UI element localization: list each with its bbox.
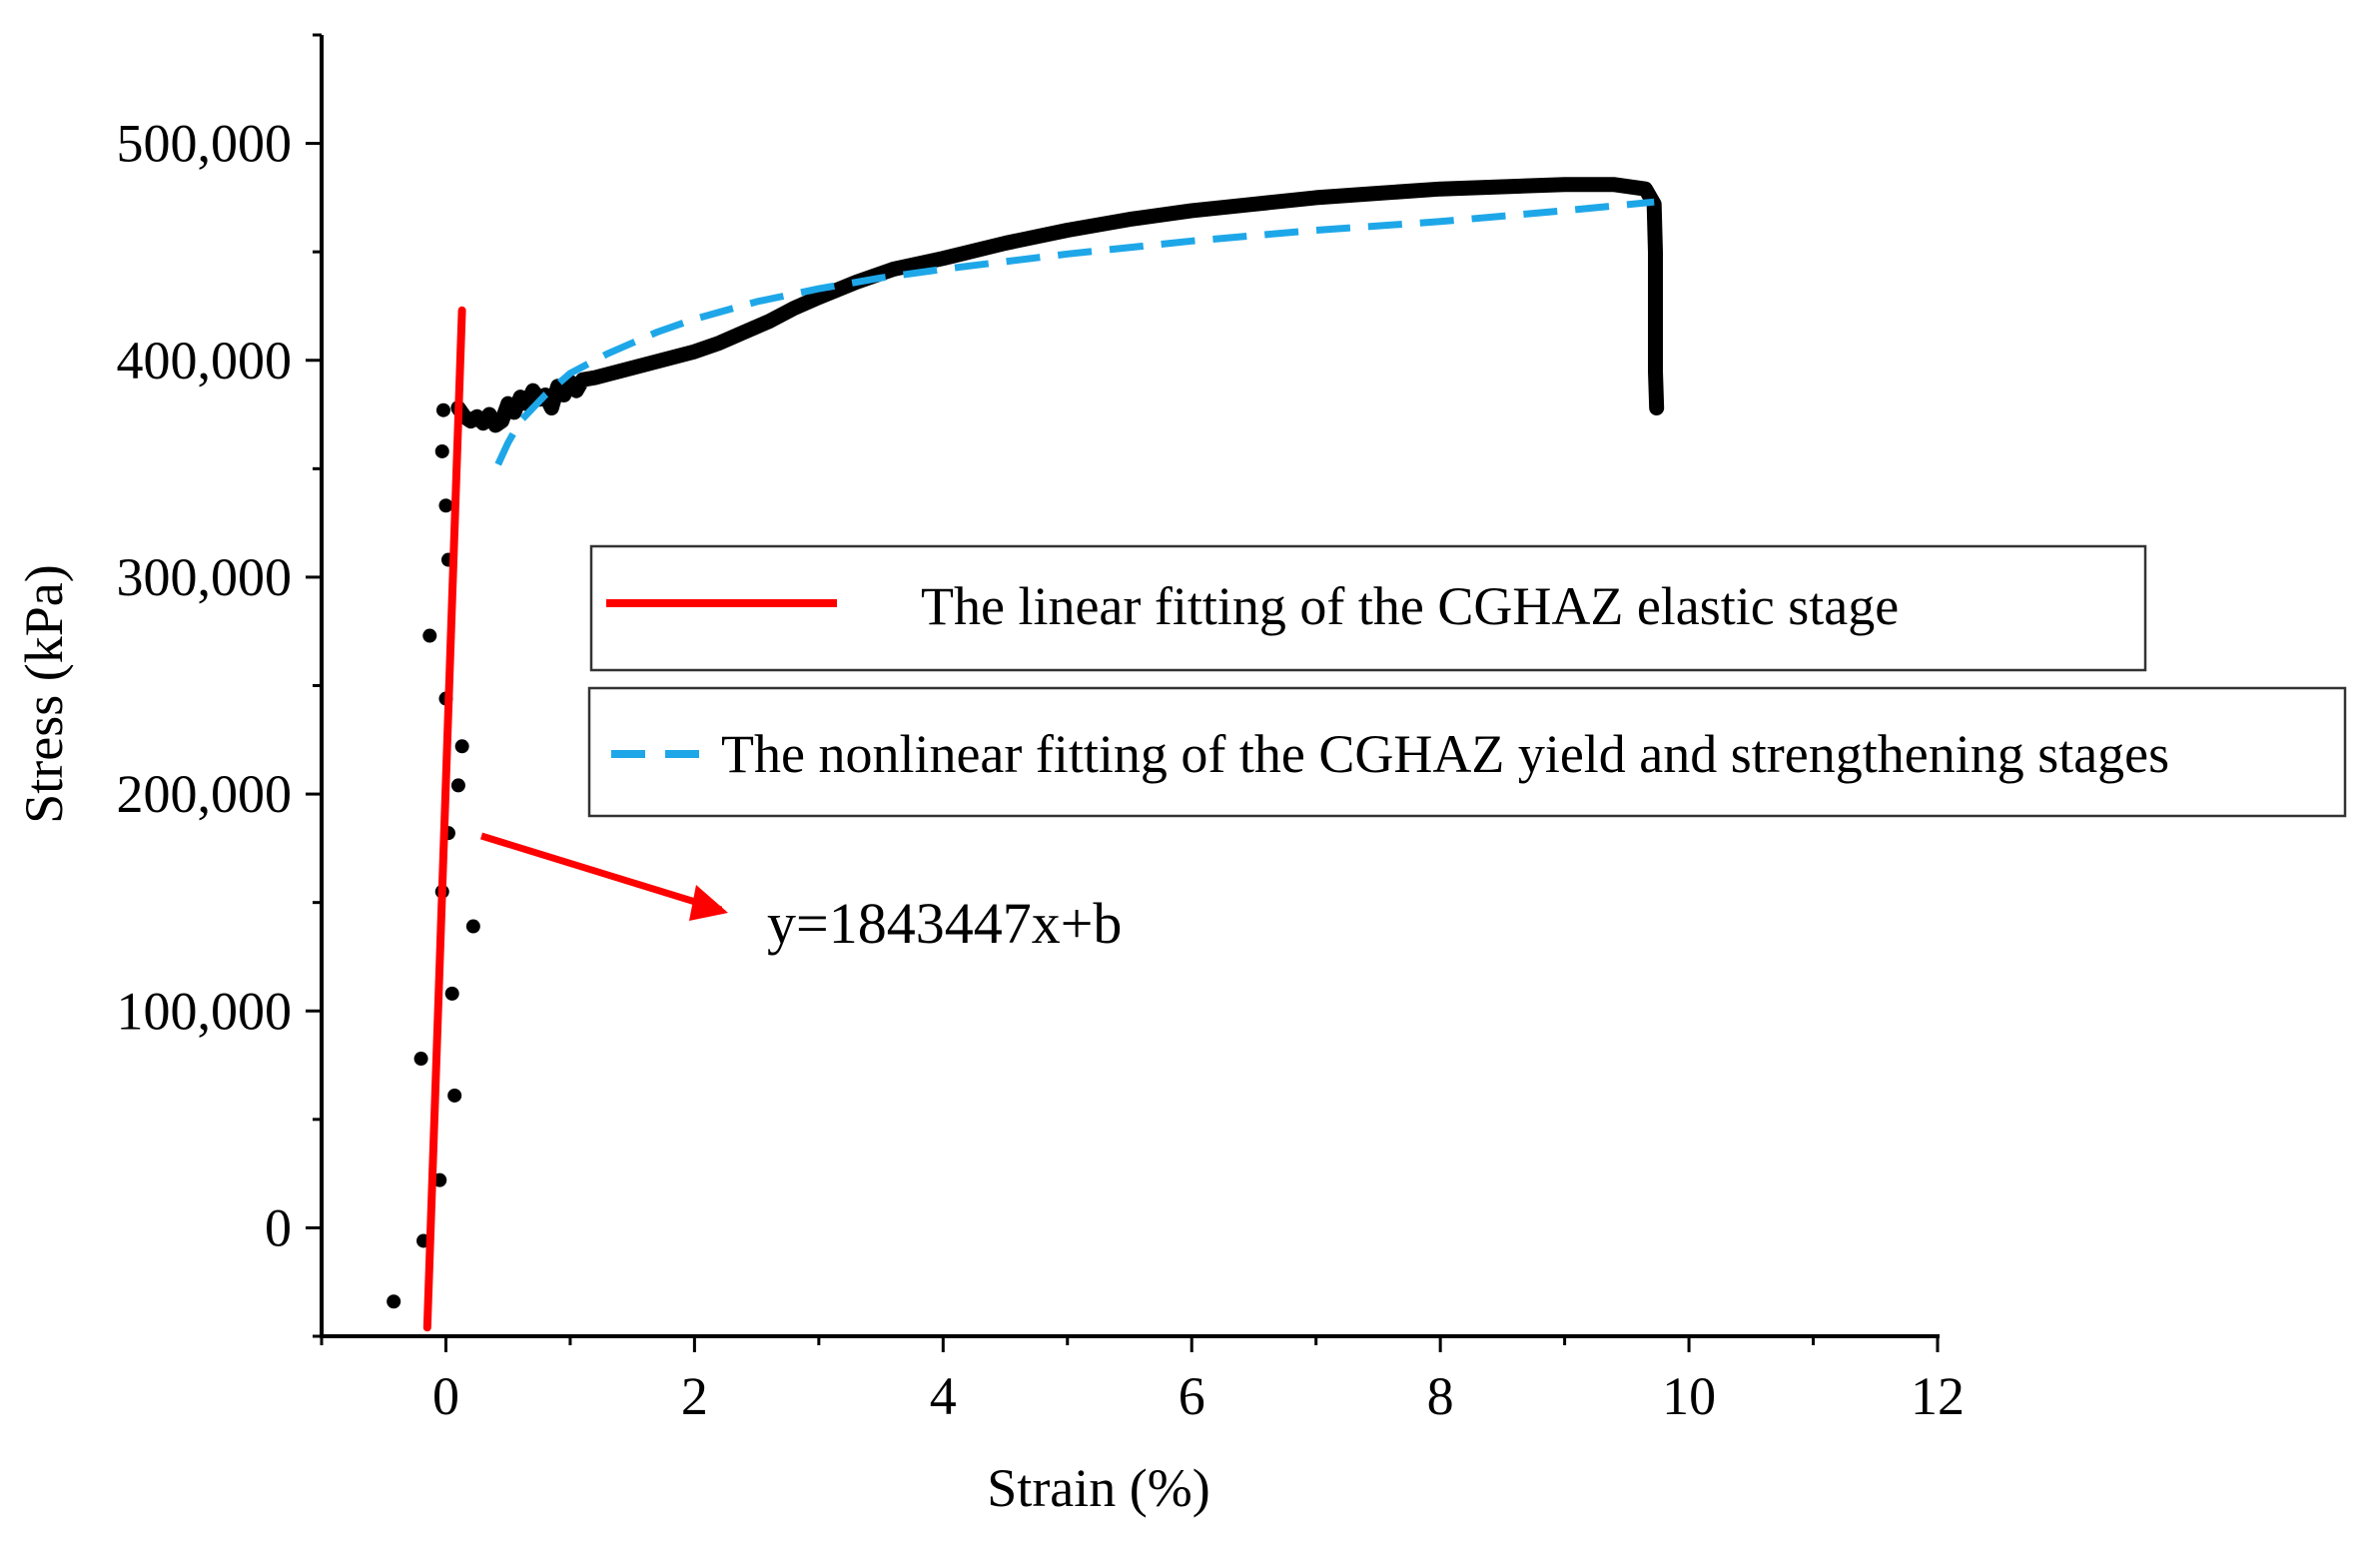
data-point	[454, 739, 469, 754]
y-tick-label: 500,000	[117, 114, 293, 174]
y-axis-title: Stress (kPa)	[14, 564, 74, 823]
x-tick-label: 10	[1662, 1366, 1716, 1426]
legend-box-nonlinear	[587, 686, 2347, 818]
linear-fit-line	[422, 306, 466, 1332]
x-tick-label: 4	[930, 1366, 957, 1426]
y-tick-label: 100,000	[117, 981, 293, 1041]
y-tick-label: 300,000	[117, 547, 293, 607]
x-tick-label: 6	[1179, 1366, 1205, 1426]
x-tick-label: 12	[1911, 1366, 1965, 1426]
data-point	[435, 402, 450, 417]
data-point	[434, 443, 449, 458]
data-point	[413, 1052, 428, 1067]
x-tick-label: 8	[1427, 1366, 1454, 1426]
annotation-label: y=1843447x+b	[767, 891, 1122, 956]
y-tick-label: 200,000	[117, 764, 293, 824]
y-tick-label: 400,000	[117, 331, 293, 390]
nonlinear-fit-line	[494, 198, 1655, 466]
x-tick-label: 2	[681, 1366, 708, 1426]
x-axis-title: Strain (%)	[987, 1458, 1209, 1518]
data-point	[447, 1088, 462, 1103]
annotation-arrow	[479, 832, 723, 914]
axis-ticks: 0 2 4 6 8 10 12 0 100,000 200,000 300,000 400,000 50…	[117, 33, 1965, 1426]
data-point	[438, 498, 453, 513]
data-point	[444, 986, 459, 1001]
data-point	[422, 628, 437, 643]
legend-box-linear	[589, 544, 2147, 672]
legend-label-nonlinear: The nonlinear fitting of the CGHAZ yield…	[721, 724, 2169, 784]
plot-marks	[387, 177, 1665, 1332]
data-point	[465, 919, 480, 934]
legend-label-linear: The linear fitting of the CGHAZ elastic …	[921, 576, 1899, 636]
data-point	[387, 1294, 401, 1309]
data-point	[450, 778, 465, 793]
experimental-curve	[450, 177, 1665, 433]
x-tick-label: 0	[432, 1366, 459, 1426]
annotation-arrowhead	[689, 885, 728, 921]
y-tick-label: 0	[265, 1197, 292, 1257]
